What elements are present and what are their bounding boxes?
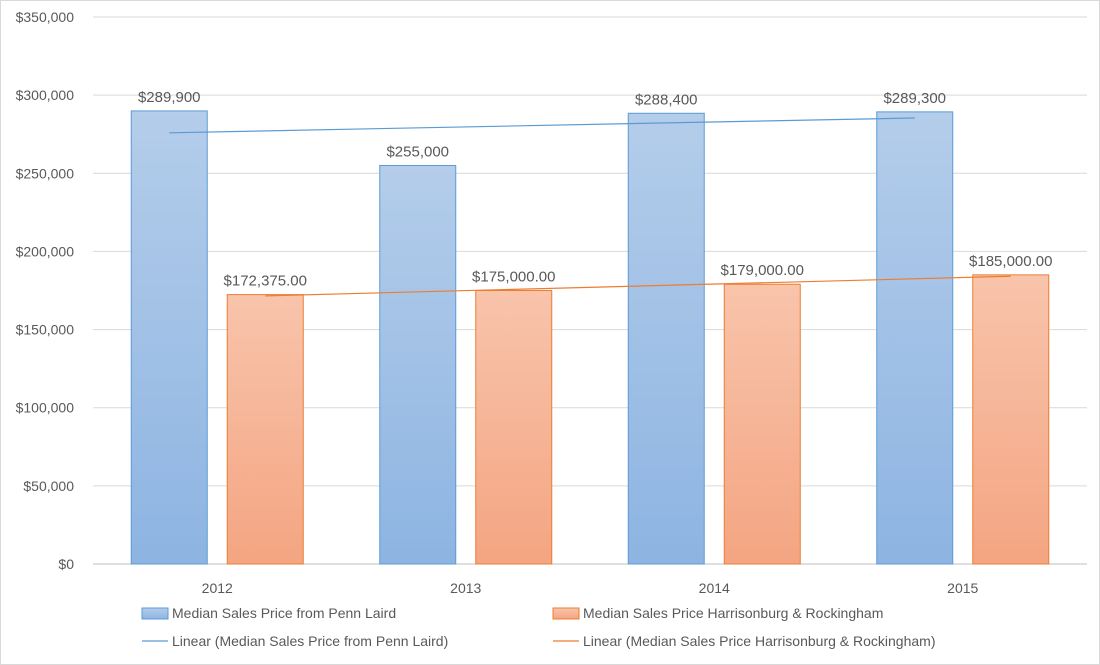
legend-trend-label: Linear (Median Sales Price from Penn Lai… <box>172 633 448 649</box>
bar-harrisonburg-rockingham <box>972 274 1050 565</box>
data-label: $255,000 <box>386 143 449 160</box>
bars <box>130 110 1050 565</box>
x-tick-label: 2012 <box>202 580 233 596</box>
trendline-penn-laird <box>169 117 915 134</box>
legend-swatch <box>552 607 580 620</box>
data-label: $288,400 <box>635 91 698 108</box>
x-tick-label: 2013 <box>450 580 481 596</box>
y-tick-label: $350,000 <box>16 9 75 25</box>
bar-penn-laird <box>876 111 954 565</box>
bar-penn-laird <box>627 112 705 565</box>
trendlines <box>169 117 1011 297</box>
y-tick-label: $50,000 <box>23 478 74 494</box>
x-tick-label: 2014 <box>699 580 730 596</box>
bar-penn-laird <box>130 110 208 565</box>
y-tick-label: $0 <box>58 556 74 572</box>
y-tick-label: $100,000 <box>16 400 75 416</box>
data-labels: $289,900 $172,375.00 $255,000 $175,000.00 $2… <box>138 89 1053 290</box>
legend-swatch <box>141 607 169 620</box>
bar-harrisonburg-rockingham <box>226 294 304 565</box>
data-label: $172,375.00 <box>224 273 307 290</box>
data-label: $289,900 <box>138 89 201 106</box>
y-axis-ticks: $0 $50,000 $100,000 $150,000 $200,000 $250,00… <box>16 9 75 572</box>
bar-harrisonburg-rockingham <box>475 290 553 565</box>
legend-trend-label: Linear (Median Sales Price Harrisonburg … <box>583 633 936 649</box>
data-label: $289,300 <box>883 90 946 107</box>
x-axis-ticks: 2012 2013 2014 2015 <box>202 580 979 596</box>
y-tick-label: $250,000 <box>16 165 75 181</box>
x-tick-label: 2015 <box>947 580 978 596</box>
legend-label: Median Sales Price Harrisonburg & Rockin… <box>583 605 883 621</box>
legend-label: Median Sales Price from Penn Laird <box>172 605 396 621</box>
trendline-harrisonburg-rockingham <box>265 275 1011 297</box>
y-tick-label: $150,000 <box>16 322 75 338</box>
y-tick-label: $200,000 <box>16 243 75 259</box>
data-label: $175,000.00 <box>472 269 555 286</box>
data-label: $179,000.00 <box>721 262 804 279</box>
bar-penn-laird <box>379 164 457 565</box>
y-tick-label: $300,000 <box>16 87 75 103</box>
bar-harrisonburg-rockingham <box>723 283 801 565</box>
data-label: $185,000.00 <box>969 253 1052 270</box>
legend: Median Sales Price from Penn Laird Median… <box>141 605 936 649</box>
